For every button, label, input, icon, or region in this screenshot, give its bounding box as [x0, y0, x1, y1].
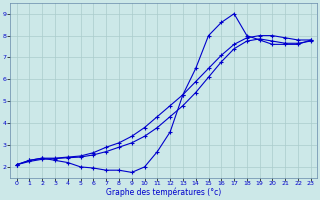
X-axis label: Graphe des températures (°c): Graphe des températures (°c) — [106, 188, 221, 197]
